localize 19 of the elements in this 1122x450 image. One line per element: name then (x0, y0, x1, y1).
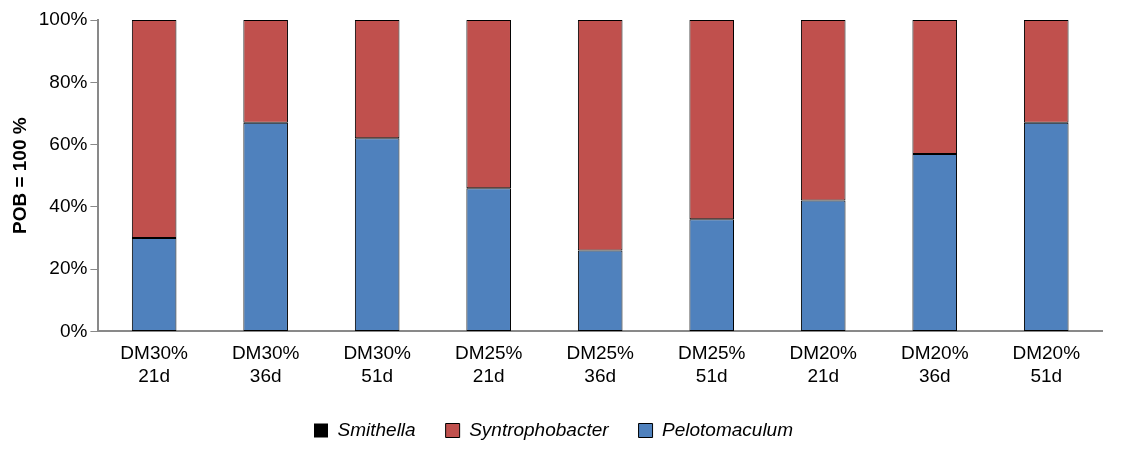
x-tick-label: DM25% 36d (566, 342, 635, 386)
x-tick-label: DM30% 36d (231, 342, 300, 386)
x-tick-label: DM25% 51d (677, 342, 746, 386)
x-tick-label: DM25% 21d (454, 342, 523, 386)
y-axis-title: POB = 100 % (8, 117, 30, 235)
x-tick-label: DM20% 21d (789, 342, 858, 386)
y-tick-label: 0% (59, 319, 88, 341)
x-tick-label: DM20% 36d (900, 342, 969, 386)
y-tick-label: 60% (49, 132, 88, 154)
y-tick-label: 20% (49, 257, 88, 279)
x-tick-label: DM30% 51d (343, 342, 412, 386)
x-tick-label: DM20% 51d (1012, 342, 1081, 386)
y-tick-label: 40% (49, 195, 88, 217)
legend-label: Pelotomaculum (662, 418, 794, 440)
legend-label: Syntrophobacter (469, 418, 610, 440)
y-tick-label: 100% (38, 8, 88, 30)
legend-label: Smithella (337, 418, 416, 440)
x-tick-label: DM30% 21d (120, 342, 189, 386)
y-tick-label: 80% (49, 70, 88, 92)
